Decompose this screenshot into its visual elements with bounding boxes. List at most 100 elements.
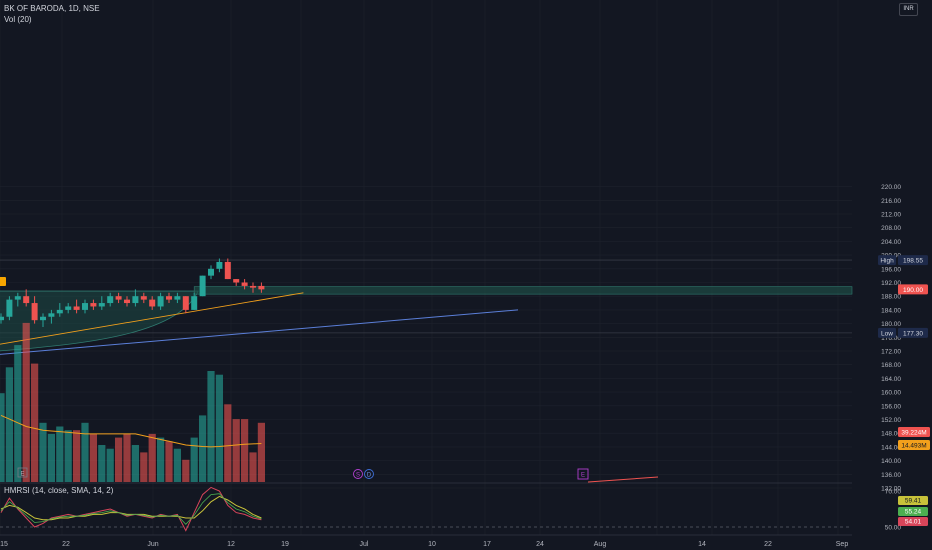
candle bbox=[166, 292, 172, 304]
candle bbox=[191, 292, 198, 310]
candle bbox=[199, 275, 206, 297]
volume-bar bbox=[31, 363, 39, 482]
candle bbox=[224, 258, 231, 280]
rsi-signal-badge-bg bbox=[898, 496, 928, 505]
candle bbox=[115, 292, 122, 304]
candle bbox=[250, 282, 256, 293]
candle bbox=[40, 313, 46, 328]
candle bbox=[124, 296, 130, 307]
volume-bar bbox=[173, 448, 181, 482]
price-tick-label: 152.00 bbox=[881, 417, 901, 424]
dividend-marker[interactable] bbox=[364, 469, 374, 479]
candle-body bbox=[199, 275, 206, 297]
volume-indicator-label[interactable]: Vol (20) bbox=[4, 15, 32, 24]
volume-ma-badge: 14.493M bbox=[898, 440, 930, 450]
currency-button[interactable]: INR bbox=[899, 3, 918, 16]
candle-body bbox=[31, 303, 38, 321]
time-axis-label: 22 bbox=[764, 541, 772, 548]
earnings-marker[interactable] bbox=[17, 467, 28, 478]
high-badge-label-bg bbox=[878, 255, 896, 266]
candle bbox=[56, 303, 63, 317]
candle bbox=[98, 296, 105, 310]
volume-bar bbox=[131, 445, 139, 482]
price-tick-label: 180.00 bbox=[881, 321, 901, 328]
candle-body bbox=[23, 296, 30, 304]
high-badge-value: 198.55 bbox=[898, 255, 928, 266]
low-badge-value: 177.30 bbox=[898, 327, 928, 338]
volume-bar bbox=[64, 430, 72, 482]
volume-bar bbox=[140, 452, 148, 482]
volume-bar bbox=[81, 422, 89, 482]
volume-bar bbox=[190, 437, 198, 482]
time-axis-label: 17 bbox=[483, 541, 491, 548]
volume-bar bbox=[199, 415, 207, 482]
volume-bar bbox=[5, 367, 13, 482]
price-tick-label: 156.00 bbox=[881, 403, 901, 410]
price-tick-label: 184.00 bbox=[881, 307, 901, 314]
future-earnings-marker[interactable] bbox=[577, 468, 589, 480]
high-badge-label: High bbox=[878, 255, 896, 266]
rsi-value-badge-text: 54.01 bbox=[905, 519, 922, 526]
candle bbox=[31, 296, 38, 324]
forecast-line[interactable] bbox=[587, 476, 659, 483]
price-tick-label: 136.00 bbox=[881, 472, 901, 479]
candle-body bbox=[224, 261, 231, 280]
time-axis-label: 15 bbox=[0, 541, 8, 548]
volume-bar bbox=[241, 419, 249, 482]
volume-ma-badge-text: 14.493M bbox=[901, 443, 926, 450]
candle bbox=[6, 296, 13, 321]
volume-bar bbox=[249, 452, 257, 482]
time-axis-label: Aug bbox=[594, 541, 607, 548]
price-tick-label: 192.00 bbox=[881, 280, 901, 287]
volume-ma-badge-bg bbox=[898, 440, 930, 450]
volume-bar bbox=[39, 422, 47, 482]
rsi-signal-badge: 59.41 bbox=[898, 496, 928, 505]
candle-body bbox=[174, 296, 181, 300]
candle bbox=[65, 303, 72, 314]
candle-body bbox=[65, 306, 72, 310]
time-axis-label: 22 bbox=[62, 541, 70, 548]
price-tick-label: 196.00 bbox=[881, 266, 901, 273]
volume-bar bbox=[22, 322, 30, 482]
candle-body bbox=[140, 296, 147, 300]
trendline[interactable] bbox=[0, 309, 519, 355]
price-tick-label: 148.00 bbox=[881, 431, 901, 438]
volume-bar bbox=[165, 441, 173, 482]
candle-body bbox=[132, 296, 139, 304]
candle bbox=[90, 299, 97, 310]
price-tick-label: 164.00 bbox=[881, 376, 901, 383]
volume-bar bbox=[207, 371, 215, 482]
candle bbox=[48, 309, 55, 324]
time-axis-label: Jul bbox=[360, 541, 369, 548]
candle-body bbox=[90, 303, 97, 307]
candle bbox=[107, 292, 114, 307]
resistance-zone[interactable] bbox=[193, 286, 853, 295]
rsi-indicator-label[interactable]: HMRSI (14, close, SMA, 14, 2) bbox=[4, 486, 114, 495]
volume-value-badge-text: 39.224M bbox=[901, 430, 926, 437]
rsi-signal-badge-text: 59.41 bbox=[905, 498, 922, 505]
rising-support-line[interactable] bbox=[0, 292, 304, 345]
rsi-tick-label: 70.00 bbox=[885, 489, 902, 496]
candle-body bbox=[233, 279, 240, 283]
volume-bar bbox=[14, 345, 22, 482]
candle-body bbox=[107, 296, 114, 304]
candle-body bbox=[149, 299, 156, 307]
candle-body bbox=[208, 268, 214, 276]
candle bbox=[241, 279, 248, 290]
price-tick-label: 132.00 bbox=[881, 486, 901, 493]
split-marker[interactable] bbox=[353, 469, 363, 479]
price-tick-label: 188.00 bbox=[881, 294, 901, 301]
price-tick-label: 216.00 bbox=[881, 198, 901, 205]
candle bbox=[174, 292, 181, 304]
rsi-average-badge-text: 55.24 bbox=[905, 509, 922, 516]
candle-body bbox=[124, 299, 130, 304]
candles bbox=[0, 258, 265, 328]
alert-flag-icon[interactable] bbox=[0, 277, 6, 286]
volume-bar bbox=[257, 422, 265, 482]
candle-body bbox=[250, 285, 256, 288]
symbol-title[interactable]: BK OF BARODA, 1D, NSE bbox=[4, 4, 100, 13]
low-badge-value-text: 177.30 bbox=[903, 330, 923, 337]
